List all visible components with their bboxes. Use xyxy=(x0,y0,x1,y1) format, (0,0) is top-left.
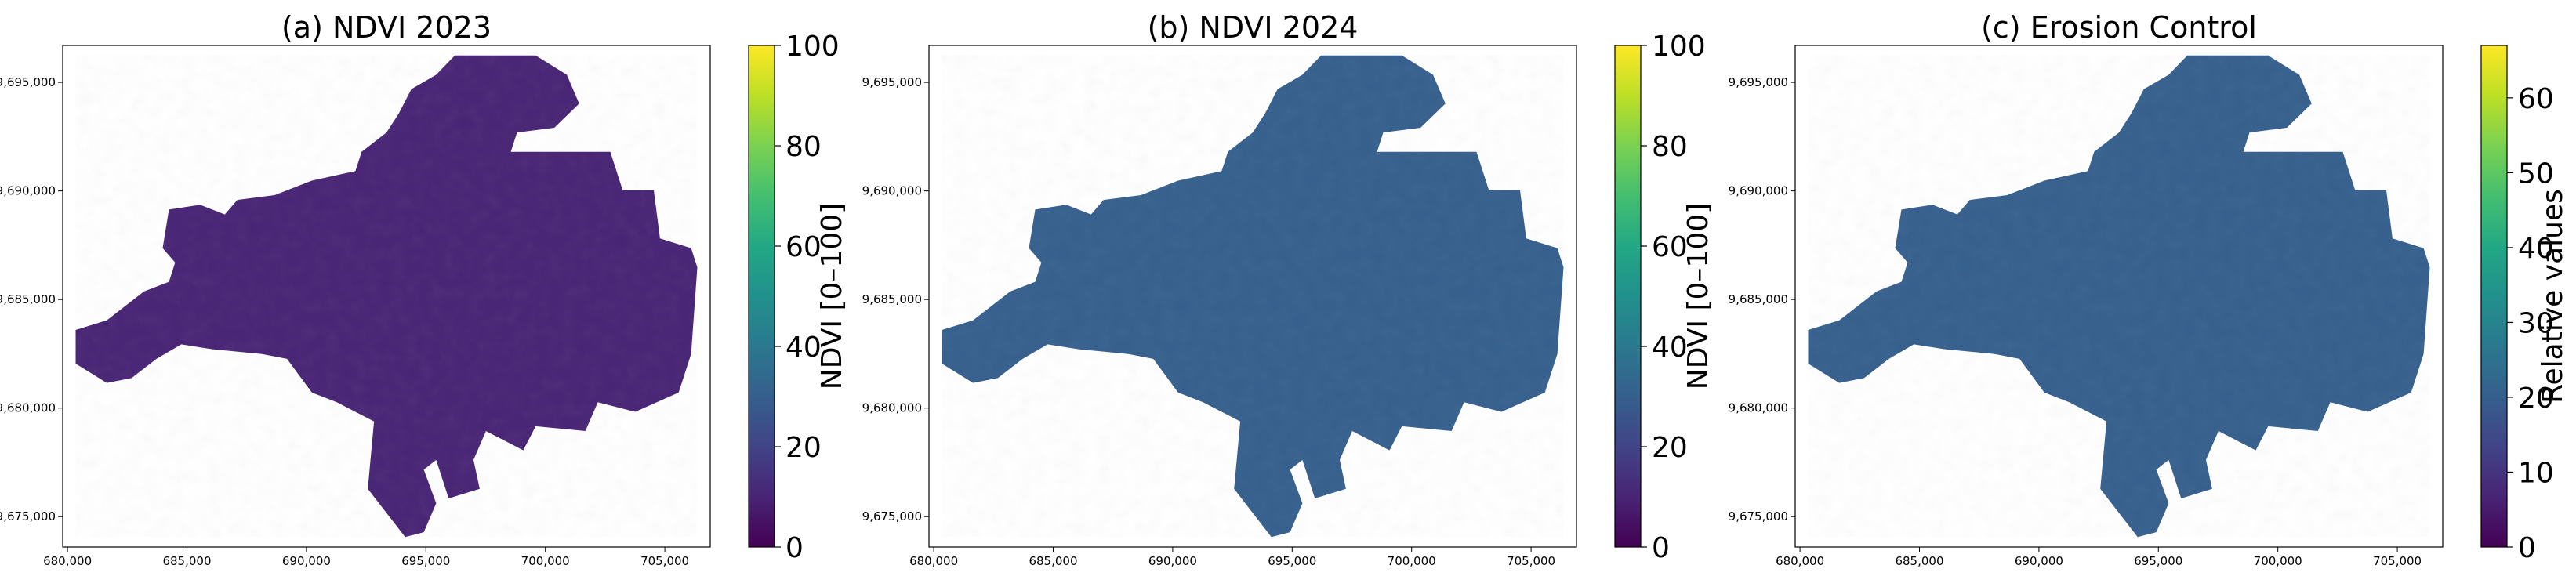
y-tick-label: 9,690,000 xyxy=(1729,184,1788,198)
y-tick-label: 9,695,000 xyxy=(0,75,56,89)
y-tick-label: 9,675,000 xyxy=(1729,509,1788,523)
panel-2: (b) NDVI 2024 680,000 685,000 690,000 695,00… xyxy=(862,10,1714,568)
y-tick-label: 9,685,000 xyxy=(1729,292,1788,306)
y-tick-label: 9,690,000 xyxy=(0,184,56,198)
colorbar-tick-label: 0 xyxy=(1652,532,1670,564)
panel-1: (a) NDVI 2023 680,000 685,000 690,000 695,00… xyxy=(0,10,848,568)
x-tick-label: 680,000 xyxy=(909,554,958,568)
study-area-texture xyxy=(75,55,698,538)
colorbar-tick-label: 20 xyxy=(785,432,822,464)
x-tick-label: 680,000 xyxy=(43,554,92,568)
x-tick-label: 700,000 xyxy=(1388,554,1436,568)
colorbar-tick-label: 20 xyxy=(1652,432,1688,464)
x-tick-label: 700,000 xyxy=(2254,554,2302,568)
colorbar-tick-label: 100 xyxy=(785,31,840,63)
x-tick-label: 695,000 xyxy=(2134,554,2182,568)
study-area-texture xyxy=(1808,55,2430,538)
colorbar-label: NDVI [0–100] xyxy=(1682,203,1714,389)
y-tick-label: 9,695,000 xyxy=(1729,75,1788,89)
x-tick-label: 685,000 xyxy=(162,554,211,568)
colorbar-label: NDVI [0–100] xyxy=(816,203,848,389)
x-tick-label: 700,000 xyxy=(521,554,570,568)
panel-3: (c) Erosion Control 680,000 685,000 690,000… xyxy=(1729,10,2569,568)
x-tick-label: 695,000 xyxy=(401,554,450,568)
colorbar-tick-label: 50 xyxy=(2518,158,2554,190)
colorbar-tick-label: 0 xyxy=(2518,532,2536,564)
colorbar-tick-label: 100 xyxy=(1652,31,1706,63)
colorbar-tick-label: 40 xyxy=(1652,331,1688,364)
x-tick-label: 690,000 xyxy=(282,554,331,568)
x-tick-label: 685,000 xyxy=(1029,554,1077,568)
colorbar-tick-label: 80 xyxy=(785,131,822,163)
x-tick-label: 690,000 xyxy=(1148,554,1197,568)
colorbar-tick-label: 60 xyxy=(2518,83,2554,115)
colorbar-tick-label: 20 xyxy=(2518,382,2554,415)
colorbar-tick-label: 0 xyxy=(785,532,804,564)
y-tick-label: 9,685,000 xyxy=(862,292,922,306)
colorbar-label: Relative values xyxy=(2537,189,2569,404)
x-tick-label: 685,000 xyxy=(1895,554,1943,568)
panel-title: (b) NDVI 2024 xyxy=(1148,10,1359,45)
y-tick-label: 9,685,000 xyxy=(0,292,56,306)
colorbar-tick-label: 10 xyxy=(2518,457,2554,489)
y-tick-label: 9,680,000 xyxy=(0,401,56,415)
y-tick-label: 9,695,000 xyxy=(862,75,922,89)
y-tick-label: 9,690,000 xyxy=(862,184,922,198)
colorbar-tick-label: 40 xyxy=(2518,233,2554,265)
y-tick-label: 9,675,000 xyxy=(0,509,56,523)
colorbar-tick-label: 60 xyxy=(785,231,822,263)
colorbar-tick-label: 80 xyxy=(1652,131,1688,163)
colorbar-tick-label: 30 xyxy=(2518,307,2554,339)
colorbar-tick-label: 60 xyxy=(1652,231,1688,263)
x-tick-label: 695,000 xyxy=(1268,554,1316,568)
x-tick-label: 705,000 xyxy=(640,554,689,568)
y-tick-label: 9,680,000 xyxy=(862,401,922,415)
x-tick-label: 690,000 xyxy=(2015,554,2063,568)
y-tick-label: 9,680,000 xyxy=(1729,401,1788,415)
x-tick-label: 680,000 xyxy=(1776,554,1824,568)
colorbar xyxy=(748,45,775,548)
y-tick-label: 9,675,000 xyxy=(862,509,922,523)
x-tick-label: 705,000 xyxy=(1507,554,1555,568)
colorbar xyxy=(2480,45,2508,548)
colorbar-tick-label: 40 xyxy=(785,331,822,364)
colorbar xyxy=(1614,45,1642,548)
panel-title: (a) NDVI 2023 xyxy=(281,10,492,45)
x-tick-label: 705,000 xyxy=(2373,554,2422,568)
panel-title: (c) Erosion Control xyxy=(1981,10,2257,45)
study-area-texture xyxy=(942,55,1564,538)
